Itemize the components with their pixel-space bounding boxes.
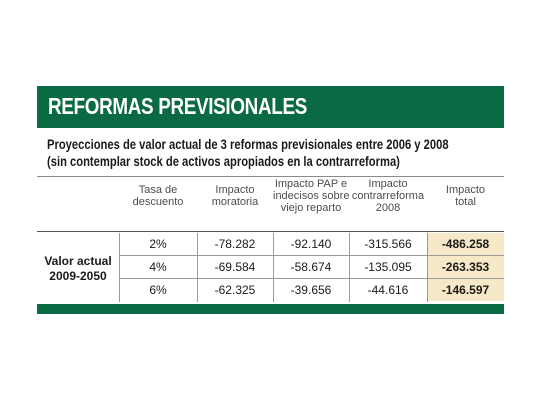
row-group-label-line: 2009-2050 — [49, 269, 107, 283]
column-header-line: moratoria — [211, 196, 259, 208]
row-group-label-line: Valor actual — [44, 254, 112, 268]
total-cell: -486.258 — [427, 233, 504, 255]
subtitle: Proyecciones de valor actual de 3 reform… — [47, 136, 495, 170]
tasa-cell: 2% — [149, 237, 167, 251]
moratoria-cell: -78.282 — [214, 237, 256, 251]
subtitle-line-1: Proyecciones de valor actual de 3 reform… — [47, 136, 449, 152]
column-header-line: 2008 — [375, 202, 401, 214]
infographic: REFORMAS PREVISIONALES Proyecciones de v… — [37, 86, 504, 314]
column-header-line: Impacto — [445, 184, 486, 196]
column-header-pap: Impacto PAP e indecisos sobre viejo repa… — [273, 178, 349, 214]
total-cell: -263.353 — [427, 256, 504, 278]
column-header-line: Impacto — [368, 178, 408, 190]
row-divider — [119, 278, 504, 279]
column-header-moratoria: Impacto moratoria — [197, 184, 273, 208]
column-header-line: Impacto — [215, 184, 255, 196]
contrarreforma-cell: -315.566 — [364, 237, 412, 251]
pap-cell: -39.656 — [290, 283, 332, 297]
column-header-line: Impacto PAP e — [274, 178, 348, 190]
column-divider — [197, 233, 198, 302]
column-header-line: Tasa de — [138, 184, 178, 196]
moratoria-cell: -69.584 — [214, 260, 256, 274]
column-divider — [349, 233, 350, 302]
title-bar: REFORMAS PREVISIONALES — [37, 86, 504, 128]
contrarreforma-cell: -44.616 — [367, 283, 409, 297]
tasa-cell: 6% — [149, 283, 167, 297]
column-divider — [119, 233, 120, 302]
column-divider — [273, 233, 274, 302]
column-header-line: descuento — [132, 196, 184, 208]
column-header-line: contrarreforma — [351, 190, 425, 202]
tasa-cell: 4% — [149, 260, 167, 274]
column-header-total: Impacto total — [427, 184, 504, 208]
moratoria-cell: -62.325 — [214, 283, 256, 297]
subtitle-line-2: (sin contemplar stock de activos apropia… — [47, 153, 400, 169]
divider-top — [37, 176, 504, 177]
column-divider — [427, 233, 428, 302]
column-header-line: total — [455, 196, 476, 208]
column-header-contrarreforma: Impacto contrarreforma 2008 — [349, 178, 427, 214]
column-header-tasa: Tasa de descuento — [119, 184, 197, 208]
pap-cell: -92.140 — [290, 237, 332, 251]
graphic-title: REFORMAS PREVISIONALES — [48, 93, 307, 119]
pap-cell: -58.674 — [290, 260, 332, 274]
total-cell: -146.597 — [427, 279, 504, 301]
column-header-line: indecisos sobre — [273, 190, 350, 202]
column-header-line: viejo reparto — [280, 202, 342, 214]
contrarreforma-cell: -135.095 — [364, 260, 412, 274]
row-group-label: Valor actual 2009-2050 — [37, 254, 119, 284]
bottom-bar — [37, 304, 504, 314]
divider-header — [37, 231, 504, 232]
row-divider — [119, 255, 504, 256]
